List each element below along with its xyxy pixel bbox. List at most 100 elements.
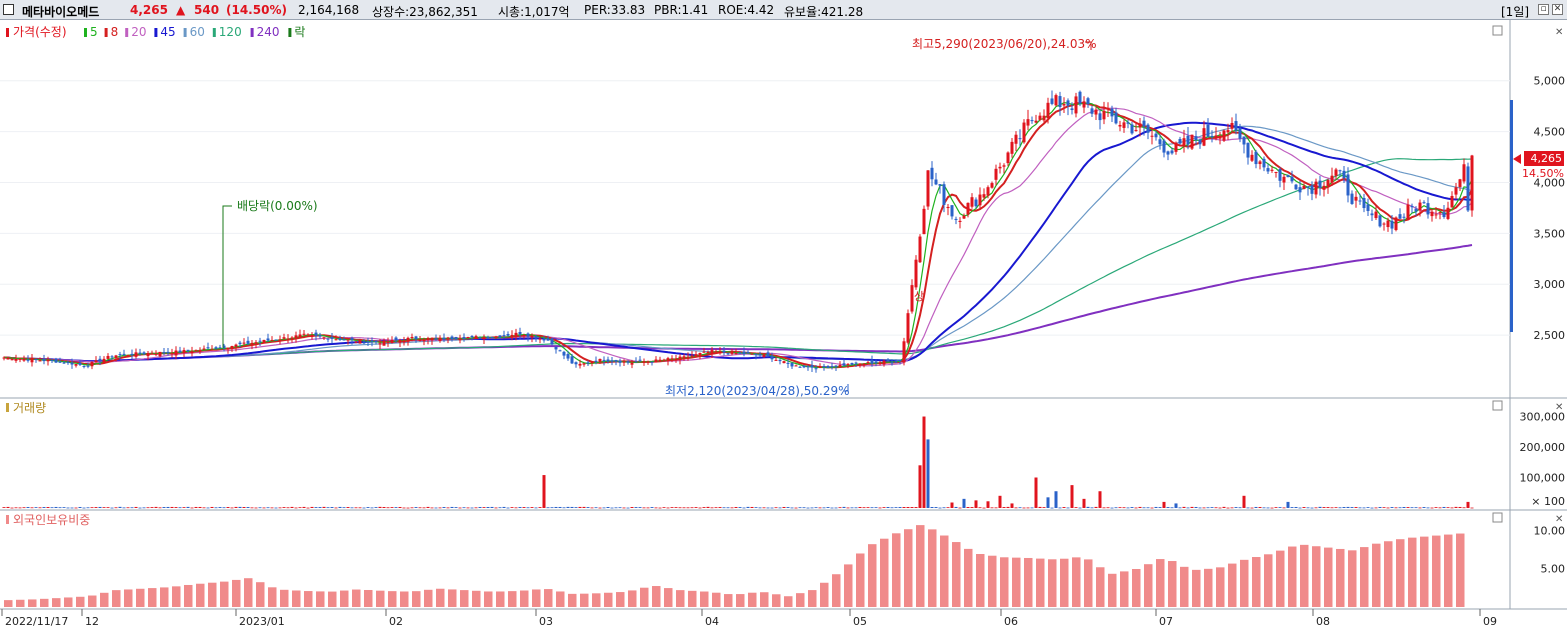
volume-bar [274,507,278,509]
volume-bar [498,507,502,509]
candle-body [1470,155,1474,211]
volume-bar [1074,507,1078,508]
volume-bar [918,465,922,508]
legend-swatch [104,28,108,37]
candle-body [610,360,614,362]
close-icon[interactable]: ✕ [1552,4,1563,15]
low-pointer [844,384,849,392]
volume-bar [1214,507,1218,509]
candle-body [570,356,574,364]
candle-body [922,208,926,235]
volume-bar [866,507,870,508]
volume-bar [1414,507,1418,509]
candle-body [1038,115,1042,120]
candle-body [482,337,486,340]
candle-body [1126,122,1130,124]
candle-body [1030,120,1034,122]
candle-body [1166,151,1170,155]
volume-bar [342,507,346,509]
volume-pane-close-icon[interactable]: ✕ [1555,402,1563,413]
volume-bar [1202,507,1206,509]
candle-body [134,352,138,357]
foreign-bar [988,555,997,607]
legend-ma-label: 240 [257,25,280,39]
volume-bar [1442,506,1446,508]
legend-swatch [212,28,216,37]
candle-body [334,339,338,341]
volume-bar [1006,506,1010,508]
volume-bar [962,498,966,508]
candle-body [946,206,950,209]
candle-body [1450,195,1454,208]
candle-body [1062,104,1066,106]
volume-bar [1342,507,1346,508]
candle-body [686,356,690,358]
volume-bar [1086,506,1090,508]
candle-body [934,179,938,185]
volume-bar [1382,507,1386,509]
foreign-bar [628,590,637,607]
volume-bar [1362,507,1366,509]
volume-bar [1470,507,1474,509]
x-tick-label: 2022/11/17 [5,615,68,628]
volume-bar [1054,491,1058,508]
candle-body [1078,91,1082,104]
candle-body [594,360,598,363]
foreign-pane-close-icon[interactable]: ✕ [1555,514,1563,525]
candle-body [86,365,90,367]
volume-bar [1030,507,1034,509]
legend-ma-label: 120 [219,25,242,39]
volume-bar [770,507,774,509]
volume-bar [702,507,706,508]
volume-bar [30,507,34,509]
volume-bar [234,506,238,508]
volume-bar [1426,507,1430,509]
volume-bar [1190,506,1194,508]
candle-body [1346,174,1350,196]
volume-bar [618,507,622,509]
candle-body [1174,142,1178,152]
volume-bar [186,506,190,508]
period-selector[interactable]: [1일] [1501,5,1530,19]
volume-bar [990,507,994,509]
volume-bar [478,507,482,508]
candle-body [546,338,550,341]
candle-body [1218,137,1222,139]
price-pane-restore-icon[interactable] [1492,25,1503,36]
volume-bar [1042,507,1046,508]
foreign-pane-restore-icon[interactable] [1492,512,1503,523]
volume-bar [998,495,1002,508]
candle-body [298,334,302,338]
select-checkbox[interactable] [3,4,14,15]
candle-body [22,358,26,361]
volume-bar [762,507,766,509]
volume-bar [462,507,466,509]
volume-bar [442,507,446,508]
volume-bar [526,507,530,509]
candle-body [1286,175,1290,178]
candle-body [14,359,18,361]
candle-body [1110,108,1114,117]
price-tick-label: 3,000 [1534,278,1566,291]
chart-canvas: 2,500 3,000 3,500 4,000 4,500 5,000 × 100 100,0… [0,20,1567,628]
candle-body [354,341,358,343]
candle-body [362,342,366,344]
volume-bar [486,507,490,508]
volume-bar [1430,507,1434,509]
volume-pane-restore-icon[interactable] [1492,400,1503,411]
retention-ratio: 유보율:421.28 [784,5,864,19]
candle-body [218,347,222,349]
price-pane-close-icon[interactable]: ✕ [1555,27,1563,38]
last-price-value: 4,265 [1531,152,1563,165]
price-tick-label: 2,500 [1534,329,1566,342]
foreign-bar [1216,567,1225,607]
candle-body [94,360,98,363]
restore-icon[interactable]: ▫ [1538,4,1549,15]
candle-body [930,167,934,180]
volume-bar [198,506,202,508]
foreign-bar [1300,544,1309,607]
candle-body [986,187,990,196]
volume-bar [242,507,246,508]
volume-bar [842,506,846,508]
candle-body [478,337,482,339]
